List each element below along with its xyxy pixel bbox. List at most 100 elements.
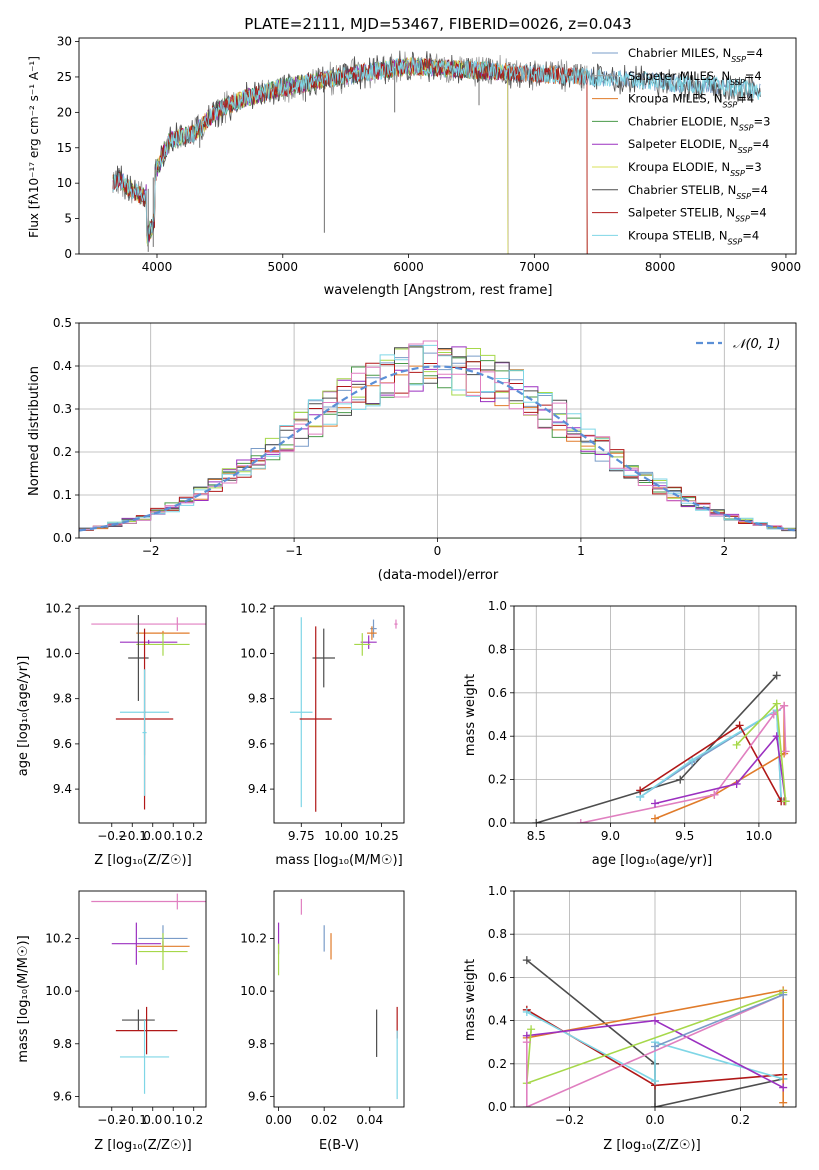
spectrum-line-kroupa-stelib [112, 57, 761, 245]
axes-frame [78, 322, 797, 539]
x-tick-label: −0.1 [118, 1113, 147, 1127]
x-tick-label: −0.2 [555, 1113, 584, 1127]
massweight-vs-Z-ylabel: mass weight [463, 959, 478, 1041]
x-tick-label: 2 [720, 544, 728, 558]
massweight-line [654, 705, 785, 820]
massweight-marker [779, 1083, 788, 1092]
y-tick-label: 10.2 [45, 601, 72, 615]
massweight-marker [676, 775, 685, 784]
massweight-vs-age-xlabel: age [log₁₀(age/yr)] [592, 853, 713, 868]
mass-vs-EBV-panel: 0.00 0.02 0.04 9.6 9.8 10.0 10.2 [240, 890, 405, 1127]
y-tick-label: 25 [57, 70, 72, 84]
y-tick-label: 1.0 [488, 884, 507, 898]
spectrum-line-salpeter-miles [112, 51, 588, 254]
figure-title: PLATE=2111, MJD=53467, FIBERID=0026, z=0… [244, 15, 631, 33]
plot-area [112, 50, 761, 254]
age-vs-mass-panel: 9.75 10.00 10.25 9.4 9.6 9.8 10.0 10.2 [240, 601, 405, 843]
x-tick-label: 8000 [645, 260, 676, 274]
x-tick-label: 0.2 [731, 1113, 750, 1127]
plot-area [290, 617, 398, 812]
massweight-marker [710, 790, 719, 799]
y-tick-label: 1.0 [488, 599, 507, 613]
x-tick-label: 9000 [771, 260, 802, 274]
massweight-line [654, 734, 787, 805]
x-tick-label: 0.04 [356, 1113, 383, 1127]
axes-frame [273, 605, 405, 824]
residual-histogram-panel: −2 −1 0 1 2 0.0 0.1 0.2 0.3 0.4 0.5 𝒩(0, 1) [53, 316, 797, 558]
massweight-marker [735, 721, 744, 730]
axes-frame [78, 605, 207, 824]
y-tick-label: 0.2 [488, 773, 507, 787]
massweight-marker [522, 1038, 531, 1047]
massweight-line [525, 993, 784, 1107]
y-tick-label: 10.2 [45, 931, 72, 945]
histogram-xlabel: (data-model)/error [378, 568, 499, 583]
axes-frame [78, 37, 797, 255]
y-tick-label: 9.4 [53, 782, 72, 796]
massweight-marker [780, 701, 789, 710]
age-vs-mass-xlabel: mass [log₁₀(M/M☉)] [275, 853, 402, 868]
x-tick-label: 0.0 [143, 829, 162, 843]
x-tick-label: −2 [142, 544, 160, 558]
massweight-marker [522, 1007, 531, 1016]
age-vs-Z-panel: −0.2−0.10.0 0.1 0.2 9.4 9.6 9.8 10.0 10.2 [45, 601, 207, 843]
y-tick-label: 9.8 [53, 692, 72, 706]
x-tick-label: 0.0 [143, 1113, 162, 1127]
y-tick-label: 9.6 [248, 737, 267, 751]
legend-label: Kroupa STELIB, NSSP=4 [628, 228, 759, 246]
massweight-marker [779, 990, 788, 999]
massweight-marker [636, 786, 645, 795]
y-tick-label: 10.0 [240, 984, 267, 998]
x-tick-label: 7000 [519, 260, 550, 274]
axes-frame [273, 890, 405, 1108]
massweight-marker [651, 1103, 659, 1107]
histogram-ylabel: Normed distribution [27, 366, 42, 496]
x-tick-label: 0.00 [265, 1113, 292, 1127]
x-tick-label: 5000 [268, 260, 299, 274]
massweight-marker [779, 1098, 788, 1107]
legend-label: Chabrier STELIB, NSSP=4 [628, 183, 768, 201]
y-tick-label: 10.2 [240, 601, 267, 615]
y-tick-label: 10.2 [240, 931, 267, 945]
spectrum-line-chabrier-stelib [112, 50, 761, 242]
x-tick-label: 0.1 [164, 1113, 183, 1127]
legend-label: 𝒩(0, 1) [733, 337, 780, 352]
histogram-step-pink [79, 340, 796, 533]
y-tick-label: 9.4 [248, 782, 267, 796]
x-tick-label: 0.2 [184, 1113, 203, 1127]
massweight-line [654, 993, 784, 1048]
massweight-marker [769, 710, 778, 719]
plot-area [91, 615, 206, 810]
legend-label: Kroupa ELODIE, NSSP=3 [628, 160, 762, 178]
x-tick-label: −0.1 [118, 829, 147, 843]
y-tick-label: 9.8 [248, 1037, 267, 1051]
y-tick-label: 0.2 [53, 445, 72, 459]
legend-label: Salpeter STELIB, NSSP=4 [628, 206, 767, 224]
massweight-marker [651, 814, 659, 823]
y-tick-label: 9.6 [53, 737, 72, 751]
massweight-marker [522, 956, 531, 965]
y-tick-label: 15 [57, 141, 72, 155]
y-tick-label: 0 [64, 247, 72, 261]
y-tick-label: 0.1 [53, 488, 72, 502]
y-tick-label: 0.4 [488, 729, 507, 743]
x-tick-label: 9.5 [675, 829, 694, 843]
x-tick-label: 0.2 [184, 829, 203, 843]
y-tick-label: 0.8 [488, 642, 507, 656]
y-tick-label: 30 [57, 35, 72, 49]
y-tick-label: 0.6 [488, 970, 507, 984]
y-tick-label: 0.0 [53, 531, 72, 545]
massweight-marker [781, 747, 790, 756]
x-tick-label: 1 [577, 544, 585, 558]
plot-area [532, 671, 790, 823]
x-tick-label: 10.25 [364, 829, 398, 843]
massweight-vs-Z-xlabel: Z [log₁₀(Z/Z☉)] [603, 1138, 700, 1153]
y-tick-label: 9.6 [53, 1089, 72, 1103]
x-tick-label: 0.0 [645, 1113, 664, 1127]
massweight-marker [522, 1103, 531, 1107]
y-tick-label: 0.4 [53, 359, 72, 373]
massweight-marker [772, 699, 781, 708]
x-tick-label: −0.2 [97, 829, 126, 843]
mass-vs-Z-ylabel: mass [log₁₀(M/M☉)] [16, 935, 31, 1062]
